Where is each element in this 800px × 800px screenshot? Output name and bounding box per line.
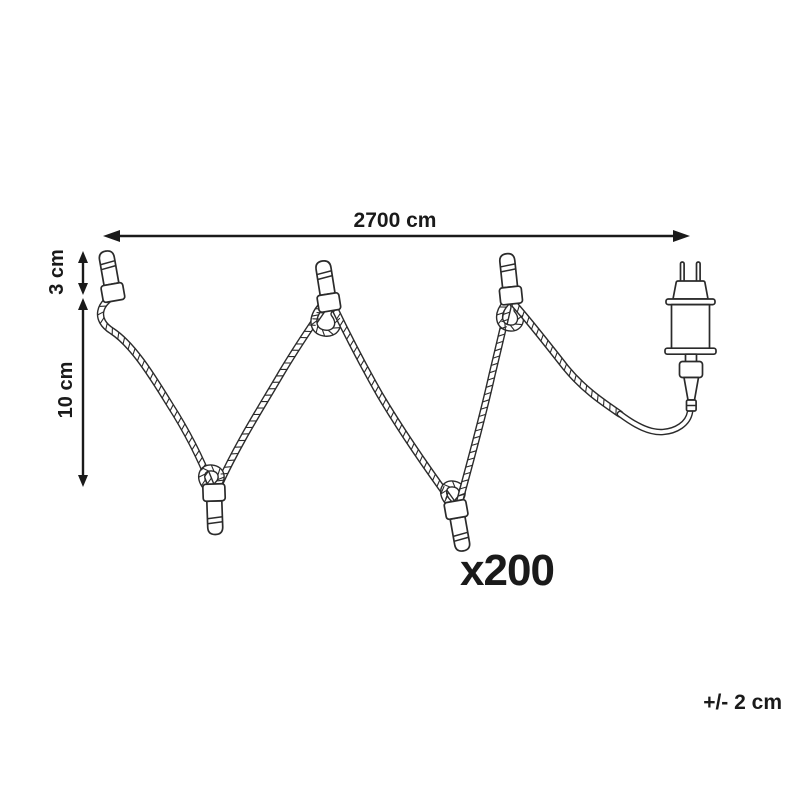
total-length-dimension: 2700 cm: [103, 209, 690, 242]
arrow-up-icon: [78, 251, 88, 263]
plug-flange-bottom: [664, 347, 717, 356]
bulb-spacing-dimension: 10 cm: [55, 298, 88, 487]
wire-twist-hatching: [97, 293, 617, 503]
adapter-body: [670, 303, 711, 350]
bulb-height-label: 3 cm: [46, 249, 68, 295]
arrow-left-icon: [103, 230, 120, 242]
plug-prong: [679, 261, 685, 284]
light-bulb-icon: [494, 251, 524, 306]
light-bulbs: [93, 248, 524, 554]
plug-head: [672, 280, 709, 300]
bulb-height-dimension: 3 cm: [46, 249, 88, 295]
strain-relief-block: [678, 360, 704, 379]
bulb-count-label: x200: [460, 546, 554, 595]
total-length-label: 2700 cm: [354, 209, 437, 232]
strain-relief-cone: [683, 376, 700, 401]
plug-prong: [695, 261, 701, 284]
power-plug-icon: [664, 261, 717, 412]
light-bulb-icon: [93, 248, 127, 304]
light-bulb-icon: [310, 258, 342, 314]
arrow-right-icon: [673, 230, 690, 242]
arrow-down-icon: [78, 475, 88, 487]
arrow-down-icon: [78, 283, 88, 295]
arrow-up-icon: [78, 298, 88, 310]
tolerance-label: +/- 2 cm: [703, 691, 782, 714]
bulb-spacing-label: 10 cm: [55, 362, 77, 419]
light-string-wire: [97, 290, 694, 507]
light-bulb-icon: [442, 498, 476, 554]
light-bulb-icon: [201, 482, 228, 536]
